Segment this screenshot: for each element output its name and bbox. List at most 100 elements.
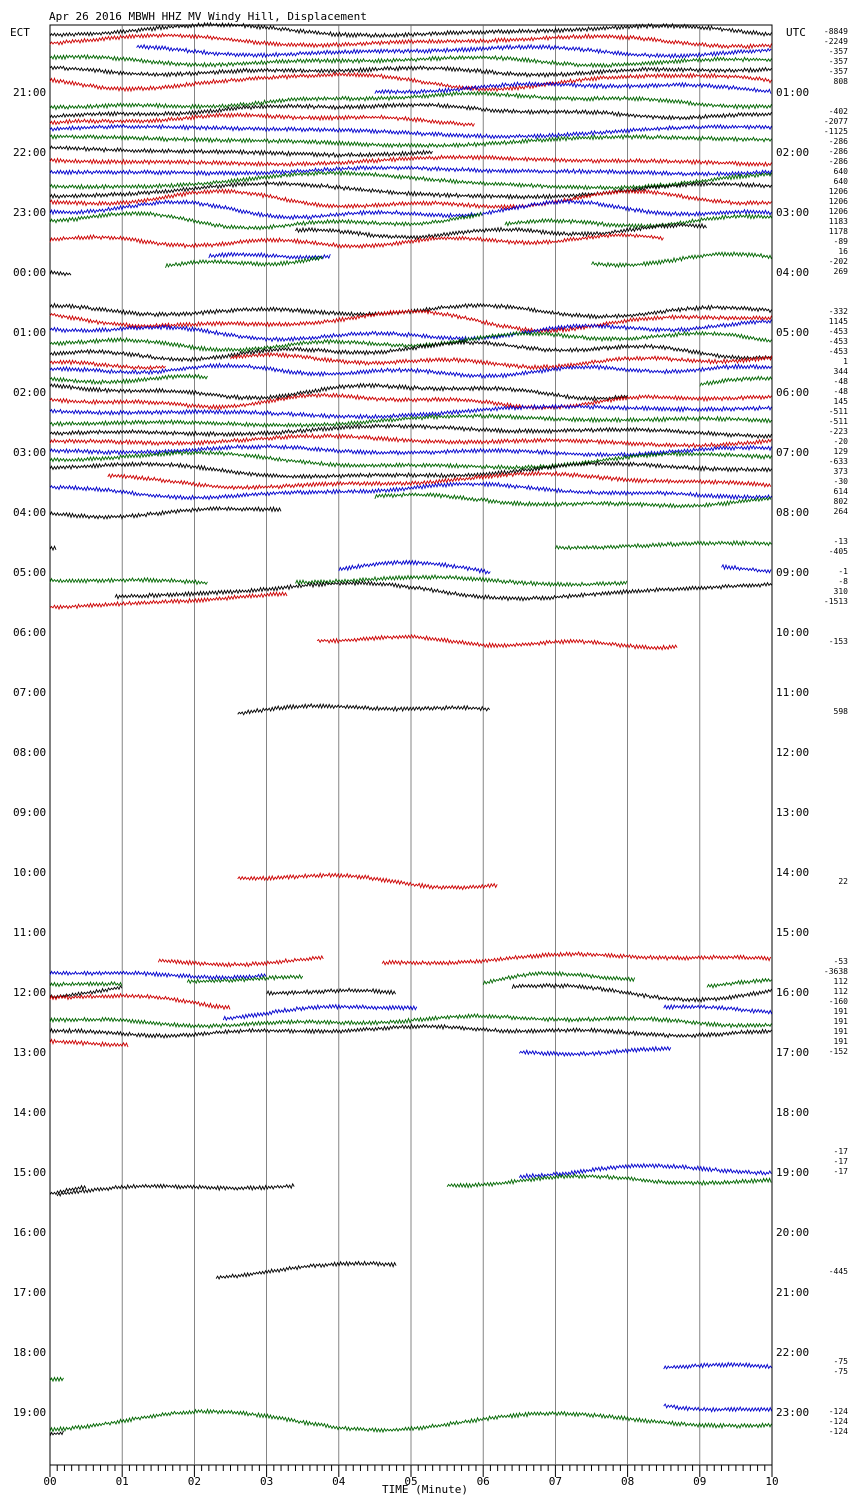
trace-offset-label: -453 (829, 337, 848, 346)
trace-segment (49, 392, 772, 411)
trace-segment (482, 970, 636, 986)
trace-offset-label: -153 (829, 637, 848, 646)
trace-offset-label: -511 (829, 417, 848, 426)
trace-offset-label: -17 (834, 1157, 849, 1166)
ect-hour-label: 11:00 (13, 926, 46, 939)
trace-segment (237, 702, 491, 716)
trace-segment (49, 984, 123, 999)
trace-offset-label: -286 (829, 137, 848, 146)
trace-offset-label: -511 (829, 407, 848, 416)
ect-hour-label: 16:00 (13, 1226, 46, 1239)
ect-hour-label: 06:00 (13, 626, 46, 639)
trace-segment (49, 362, 772, 380)
ect-hour-label: 19:00 (13, 1406, 46, 1419)
trace-offset-label: 1206 (829, 197, 848, 206)
trace-offset-label: -223 (829, 427, 848, 436)
chart-title: Apr 26 2016 MBWH HHZ MV Windy Hill, Disp… (49, 10, 367, 23)
ect-hour-label: 04:00 (13, 506, 46, 519)
trace-offset-label: 191 (834, 1027, 849, 1036)
trace-offset-label: -75 (834, 1367, 849, 1376)
trace-offset-label: 344 (834, 367, 849, 376)
trace-offset-label: -357 (829, 57, 848, 66)
trace-offset-label: -1513 (824, 597, 848, 606)
trace-segment (446, 1173, 772, 1189)
trace-offset-label: -2249 (824, 37, 848, 46)
trace-segment (49, 382, 628, 402)
trace-segment (49, 111, 475, 128)
trace-segment (49, 992, 231, 1011)
trace-segment (157, 954, 324, 968)
trace-offset-label: 16 (838, 247, 848, 256)
trace-segment (49, 1038, 129, 1048)
x-tick-label: 08 (621, 1475, 634, 1488)
x-tick-label: 01 (116, 1475, 129, 1488)
x-tick-label: 09 (693, 1475, 706, 1488)
trace-segment (49, 198, 772, 221)
trace-segment (56, 1182, 295, 1197)
trace-offset-label: -48 (834, 387, 849, 396)
x-tick-label: 06 (477, 1475, 490, 1488)
trace-segment (49, 71, 772, 93)
trace-offset-label: 191 (834, 1037, 849, 1046)
trace-segment (49, 32, 772, 50)
trace-offset-label: -8849 (824, 27, 848, 36)
trace-offset-label: 1145 (829, 317, 848, 326)
trace-segment (49, 210, 483, 231)
trace-segment (381, 950, 772, 967)
trace-segment (49, 65, 772, 79)
trace-offset-label: 191 (834, 1017, 849, 1026)
trace-segment (49, 1376, 64, 1383)
trace-offset-label: 22 (838, 877, 848, 886)
trace-segment (49, 544, 57, 552)
trace-offset-label: -453 (829, 347, 848, 356)
trace-segment (49, 154, 772, 168)
trace-offset-label: -286 (829, 147, 848, 156)
trace-segment (721, 563, 772, 574)
utc-hour-label: 15:00 (776, 926, 809, 939)
trace-segment (49, 423, 772, 440)
trace-offset-label: -202 (829, 257, 848, 266)
utc-hour-label: 20:00 (776, 1226, 809, 1239)
seismic-traces (49, 21, 773, 1437)
ect-hour-labels: 21:00 22:00 23:00 00:00 01:00 02:00 03:00 04:00… (13, 86, 46, 1419)
utc-hour-label: 10:00 (776, 626, 809, 639)
trace-segment (49, 330, 772, 353)
trace-segment (554, 539, 772, 551)
utc-hour-labels: 01:00 02:00 03:00 04:00 05:00 06:00 07:00 08:00… (776, 86, 809, 1419)
trace-segment (136, 43, 772, 60)
x-axis-title: TIME (Minute) (382, 1483, 468, 1496)
trace-segment (49, 590, 288, 611)
trace-segment (518, 1045, 672, 1058)
trace-offset-label: -453 (829, 327, 848, 336)
trace-segment (49, 123, 772, 140)
trace-segment (49, 170, 772, 191)
trace-offset-label: -3638 (824, 967, 848, 976)
trace-segment (237, 871, 498, 891)
trace-segment (49, 481, 772, 501)
utc-axis-label: UTC (786, 26, 806, 39)
trace-segment (165, 255, 324, 268)
trace-segment (518, 1162, 772, 1180)
trace-offset-label: -2077 (824, 117, 848, 126)
trace-segment (338, 559, 491, 576)
trace-segment (186, 973, 304, 985)
trace-segment (49, 308, 772, 334)
trace-segment (49, 460, 772, 480)
trace-segment (49, 403, 772, 420)
trace-offset-label: -124 (829, 1407, 848, 1416)
trace-segment (316, 633, 678, 651)
trace-offset-label: -17 (834, 1147, 849, 1156)
utc-hour-label: 13:00 (776, 806, 809, 819)
trace-segment (49, 1023, 772, 1039)
ect-hour-label: 17:00 (13, 1286, 46, 1299)
ect-hour-label: 07:00 (13, 686, 46, 699)
trace-segment (706, 977, 772, 989)
ect-hour-label: 13:00 (13, 1046, 46, 1059)
ect-hour-label: 03:00 (13, 446, 46, 459)
trace-segment (49, 269, 72, 277)
ect-hour-label: 08:00 (13, 746, 46, 759)
trace-offset-label: 1206 (829, 187, 848, 196)
trace-offset-label: -1125 (824, 127, 848, 136)
trace-segment (49, 232, 664, 250)
